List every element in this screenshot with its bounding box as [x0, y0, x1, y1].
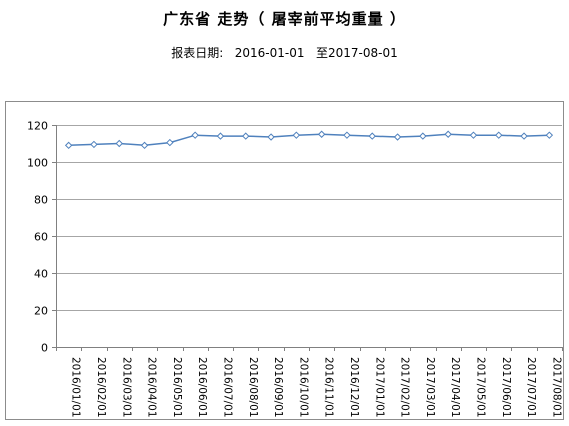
- x-tick-label: 2016/09/01: [272, 357, 284, 418]
- y-tick-label: 40: [34, 268, 48, 281]
- x-tick-label: 2016/06/01: [196, 357, 208, 418]
- x-tick-label: 2016/08/01: [247, 357, 259, 418]
- report-date-from: 2016-01-01: [234, 46, 305, 60]
- report-date-label: 报表日期:: [171, 46, 224, 60]
- data-point-marker: [166, 138, 174, 147]
- data-point-marker: [444, 130, 452, 138]
- chart-frame: 0 20 40 60 80 100 120 2016/01/01 2016/02/01 2016/…: [5, 101, 564, 420]
- line-chart: 0 20 40 60 80 100 120 2016/01/01 2016/02/01 2016/…: [27, 120, 563, 418]
- x-tick-label: 2016/11/01: [323, 357, 335, 418]
- x-tick-label: 2017/02/01: [399, 357, 411, 418]
- data-point-marker: [140, 141, 149, 150]
- x-tick-label: 2016/07/01: [221, 357, 233, 418]
- x-tick-label: 2016/12/01: [348, 357, 360, 418]
- x-tick-label: 2017/07/01: [525, 357, 537, 418]
- y-tick-label: 20: [34, 305, 48, 318]
- x-tick-label: 2016/05/01: [171, 357, 183, 418]
- data-point-marker: [469, 131, 478, 139]
- data-point-marker: [267, 133, 275, 141]
- data-point-marker: [292, 131, 301, 139]
- x-tick-label: 2017/06/01: [500, 357, 512, 418]
- data-point-marker: [64, 141, 73, 150]
- data-point-marker: [368, 132, 376, 140]
- data-point-marker: [343, 131, 351, 139]
- y-tick-label: 80: [34, 194, 48, 207]
- data-point-marker: [545, 131, 554, 139]
- x-tick-label: 2017/04/01: [449, 357, 461, 418]
- y-tick-label: 0: [41, 342, 48, 355]
- data-point-marker: [520, 132, 528, 140]
- report-date-to: 2017-08-01: [328, 46, 398, 60]
- y-tick-label: 120: [27, 120, 48, 133]
- x-tick-label: 2016/10/01: [297, 357, 309, 418]
- chart-title: 广东省 走势（ 屠宰前平均重量 ）: [163, 10, 406, 28]
- data-point-marker: [393, 133, 402, 141]
- data-point-marker: [317, 130, 326, 138]
- data-point-marker: [242, 132, 250, 140]
- x-tick-label: 2016/01/01: [70, 357, 82, 418]
- data-point-marker: [495, 131, 503, 139]
- x-tick-label: 2017/08/01: [550, 357, 562, 418]
- series-line: [68, 133, 550, 147]
- report-date-range: 报表日期: 2016-01-01 至2017-08-01: [0, 44, 569, 61]
- x-tick-label: 2017/05/01: [474, 357, 486, 418]
- x-tick-label: 2016/04/01: [146, 357, 158, 418]
- data-point-marker: [115, 139, 123, 148]
- data-point-marker: [419, 132, 427, 140]
- x-tick-label: 2017/01/01: [373, 357, 385, 418]
- data-point-marker: [90, 140, 98, 149]
- y-tick-label: 100: [27, 157, 48, 170]
- data-point-marker: [191, 131, 199, 139]
- report-date-separator: 至: [316, 46, 329, 60]
- x-tick-label: 2016/02/01: [95, 357, 107, 418]
- x-tick-label: 2017/03/01: [424, 357, 436, 418]
- x-tick-label: 2016/03/01: [120, 357, 132, 418]
- data-point-marker: [216, 132, 225, 140]
- y-tick-label: 60: [34, 231, 48, 244]
